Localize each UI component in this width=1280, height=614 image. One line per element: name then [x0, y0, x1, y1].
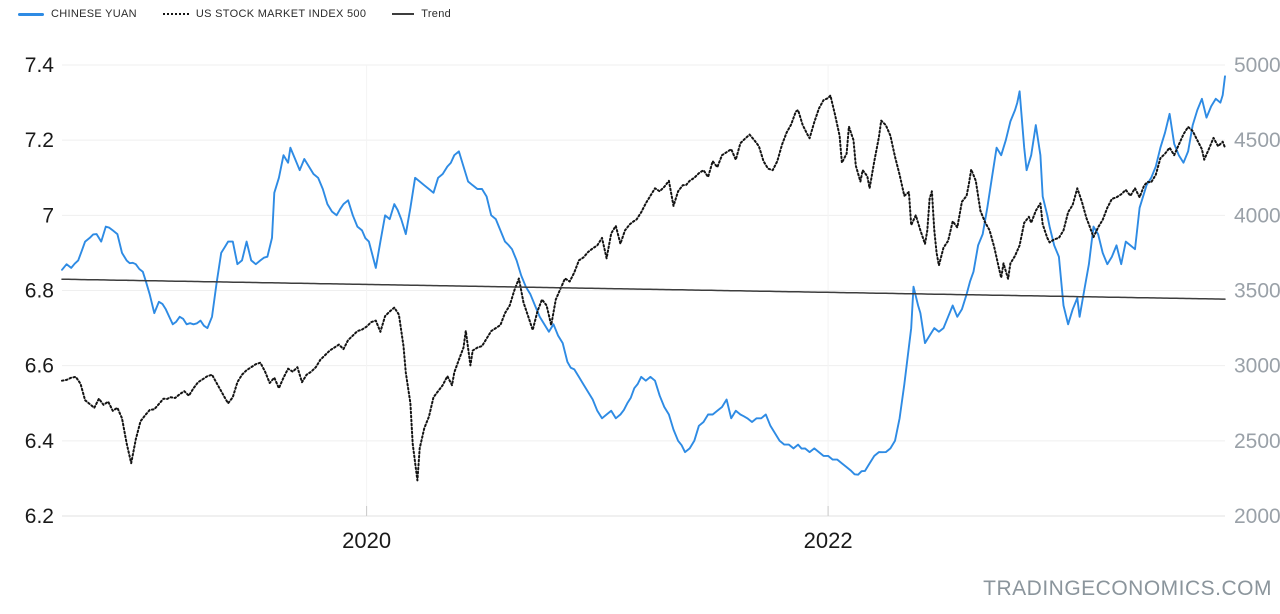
- legend-label-us-stock-index: US STOCK MARKET INDEX 500: [195, 8, 367, 20]
- tradingeconomics-watermark-link[interactable]: TRADINGECONOMICS.COM: [983, 577, 1272, 600]
- y-axis-left-label: 7.2: [25, 129, 54, 152]
- y-axis-left-label: 7: [42, 204, 54, 227]
- y-axis-right-label: 3000: [1234, 355, 1280, 378]
- y-axis-right-label: 2000: [1234, 505, 1280, 528]
- legend-dotted-line-icon: [162, 13, 189, 15]
- legend-item-trend[interactable]: Trend: [392, 8, 451, 20]
- chart-legend: CHINESE YUAN US STOCK MARKET INDEX 500 T…: [18, 8, 451, 20]
- legend-item-us-stock-index[interactable]: US STOCK MARKET INDEX 500: [162, 8, 367, 20]
- y-axis-left-label: 6.4: [25, 430, 55, 453]
- y-axis-left-label: 6.2: [25, 505, 54, 528]
- legend-label-chinese-yuan: CHINESE YUAN: [51, 8, 137, 20]
- legend-trend-line-icon: [392, 13, 415, 15]
- y-axis-left-label: 7.4: [25, 54, 55, 77]
- y-axis-right-label: 2500: [1234, 430, 1280, 453]
- x-axis-year-label: 2022: [804, 528, 853, 553]
- legend-item-chinese-yuan[interactable]: CHINESE YUAN: [18, 8, 137, 20]
- y-axis-left-label: 6.8: [25, 280, 54, 303]
- legend-solid-line-icon: [18, 12, 44, 16]
- legend-label-trend: Trend: [421, 8, 452, 20]
- series-chinese-yuan: [61, 75, 1226, 476]
- y-axis-right-label: 3500: [1234, 280, 1280, 303]
- y-axis-right-label: 5000: [1234, 54, 1280, 77]
- y-axis-right-label: 4500: [1234, 129, 1280, 152]
- series-trend: [61, 278, 1226, 300]
- x-axis-year-label: 2020: [342, 528, 391, 553]
- series-us-stock-market-index-500: [61, 94, 1226, 482]
- y-axis-right-label: 4000: [1234, 204, 1280, 227]
- y-axis-left-label: 6.6: [25, 355, 54, 378]
